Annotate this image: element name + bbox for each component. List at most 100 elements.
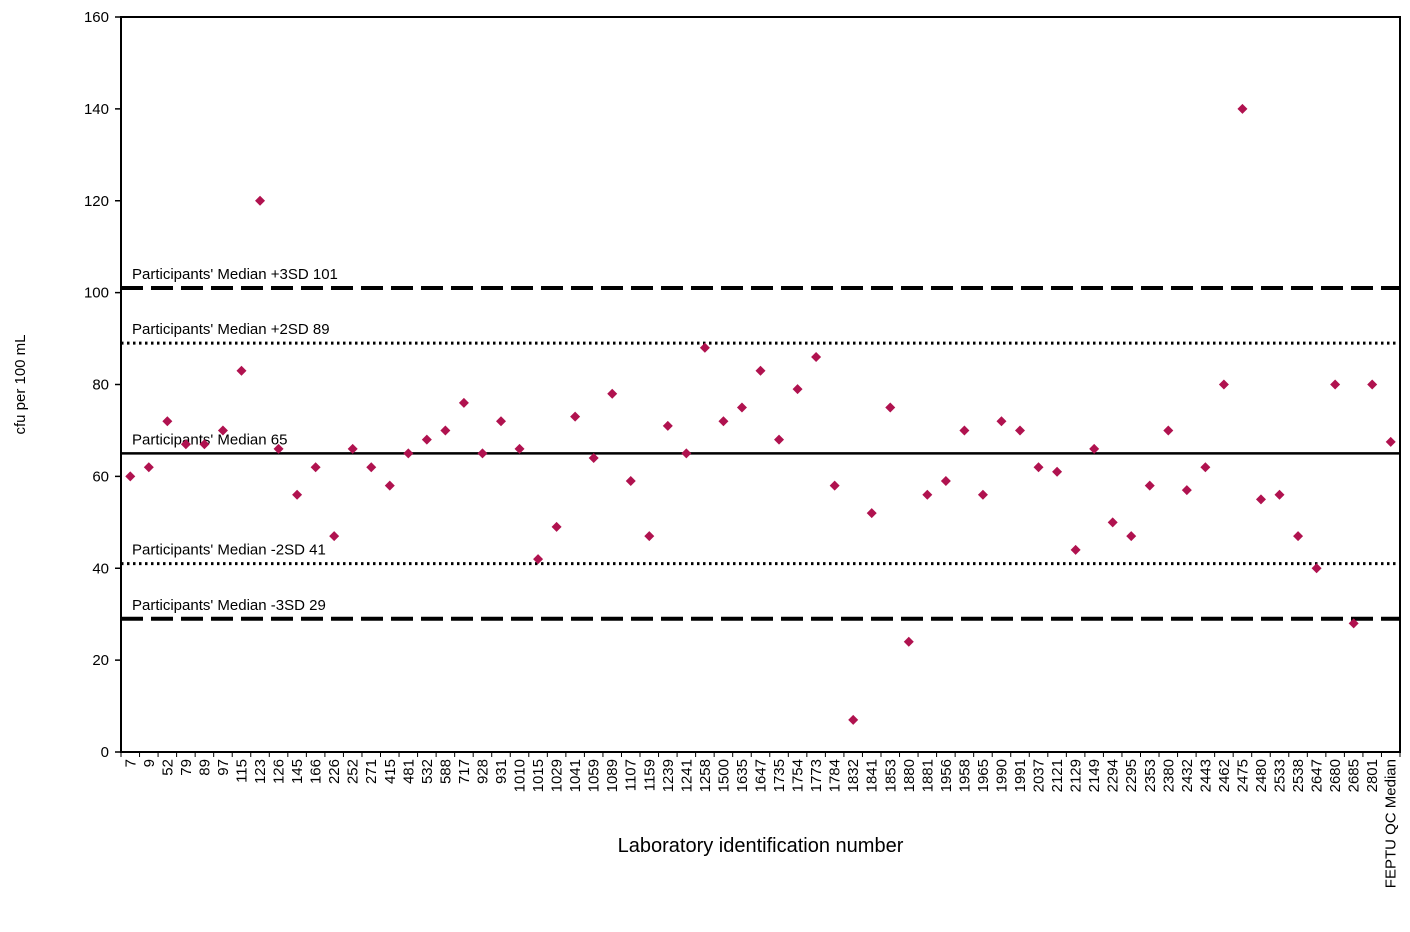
x-tick-label: 1956	[938, 759, 955, 792]
x-axis-title: Laboratory identification number	[618, 835, 904, 857]
data-point	[255, 195, 266, 206]
x-tick-label: 1841	[864, 759, 881, 792]
y-tick-label: 120	[84, 193, 109, 210]
y-tick-label: 0	[101, 744, 109, 761]
x-tick-label: 2380	[1160, 759, 1177, 792]
x-tick-label: 588	[437, 759, 454, 784]
data-point	[829, 480, 840, 491]
x-tick-label: 1880	[901, 759, 918, 792]
x-tick-label: 2129	[1068, 759, 1085, 792]
data-point	[1200, 462, 1211, 473]
x-tick-label: 252	[345, 759, 362, 784]
x-tick-label: 126	[271, 759, 288, 784]
x-tick-label: 1991	[1012, 759, 1029, 792]
x-tick-label: 2680	[1327, 759, 1344, 792]
data-point	[1255, 494, 1266, 505]
x-tick-label: 166	[308, 759, 325, 784]
data-point	[1311, 563, 1322, 574]
data-point	[477, 448, 488, 459]
x-tick-label: 2801	[1364, 759, 1381, 792]
x-tick-label: 2037	[1031, 759, 1048, 792]
data-point	[1181, 485, 1192, 496]
x-tick-label: 1029	[549, 759, 566, 792]
x-tick-label: 7	[122, 759, 139, 767]
data-point	[1163, 425, 1174, 436]
data-point	[588, 453, 599, 463]
x-tick-label: 145	[289, 759, 306, 784]
x-tick-label: 717	[456, 759, 473, 784]
x-tick-label: 89	[196, 759, 213, 776]
x-tick-label: 1107	[623, 759, 640, 791]
data-point	[625, 475, 636, 486]
reference-line-label: Participants' Median +3SD 101	[132, 266, 338, 283]
reference-line-label: Participants' Median -3SD 29	[132, 597, 326, 614]
data-point	[533, 554, 544, 565]
x-tick-label: 1015	[530, 759, 547, 792]
x-tick-label: 532	[419, 759, 436, 784]
data-point	[125, 471, 136, 482]
data-point	[1144, 480, 1155, 491]
data-point	[922, 489, 933, 500]
data-point	[1107, 517, 1118, 528]
reference-line-label: Participants' Median +2SD 89	[132, 321, 330, 338]
x-tick-label: 2533	[1272, 759, 1289, 792]
data-point	[1052, 466, 1063, 477]
x-tick-label: 931	[493, 759, 510, 784]
x-tick-label: 1159	[641, 759, 658, 791]
data-point	[755, 365, 766, 376]
x-tick-label: 1239	[660, 759, 677, 792]
data-point	[514, 443, 525, 454]
data-point	[1218, 379, 1229, 390]
x-tick-label: 1500	[715, 759, 732, 792]
data-point	[273, 443, 284, 454]
data-point	[681, 448, 692, 459]
data-point	[1033, 462, 1044, 473]
y-tick-label: 60	[92, 468, 109, 485]
x-tick-label: 1832	[845, 759, 862, 792]
data-point	[736, 402, 747, 413]
x-tick-label: 1647	[753, 759, 770, 792]
data-point	[1385, 436, 1396, 447]
data-point	[292, 489, 303, 500]
data-point	[903, 636, 914, 647]
x-tick-label: 1990	[993, 759, 1010, 792]
data-point	[347, 443, 358, 454]
data-point	[1274, 489, 1285, 500]
y-tick-label: 20	[92, 652, 109, 669]
data-point	[1126, 531, 1137, 542]
data-point	[1348, 618, 1359, 629]
data-point	[811, 351, 822, 362]
data-point	[570, 411, 581, 422]
y-tick-label: 100	[84, 285, 109, 302]
data-point	[421, 434, 432, 445]
data-point	[143, 462, 154, 473]
x-tick-label: 2443	[1197, 759, 1214, 792]
data-point	[977, 489, 988, 500]
x-tick-label: 2647	[1309, 759, 1326, 792]
x-tick-label: 1010	[512, 759, 529, 792]
data-point	[162, 416, 173, 427]
x-tick-label: 2121	[1049, 759, 1066, 792]
data-point	[310, 462, 321, 473]
data-point	[1237, 103, 1248, 114]
x-tick-label: FEPTU QC Median	[1383, 759, 1400, 888]
data-point	[551, 521, 562, 532]
data-point	[996, 416, 1007, 427]
data-point	[940, 475, 951, 486]
x-tick-label: 1958	[956, 759, 973, 792]
x-tick-label: 481	[400, 759, 417, 784]
x-tick-label: 928	[474, 759, 491, 784]
y-tick-label: 140	[84, 101, 109, 118]
x-tick-label: 123	[252, 759, 269, 784]
x-tick-label: 1754	[790, 759, 807, 792]
x-tick-label: 1635	[734, 759, 751, 792]
data-point	[217, 425, 228, 436]
data-point	[329, 531, 340, 542]
x-tick-label: 1041	[567, 759, 584, 792]
data-point	[199, 439, 210, 450]
y-axis-title: cfu per 100 mL	[12, 334, 29, 434]
x-tick-label: 2480	[1253, 759, 1270, 792]
data-point	[180, 439, 191, 450]
x-tick-label: 2353	[1142, 759, 1159, 792]
